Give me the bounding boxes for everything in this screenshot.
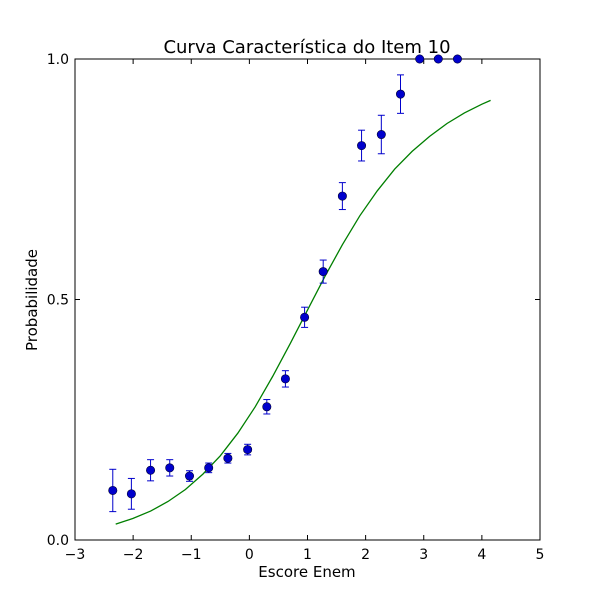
data-point	[262, 402, 272, 412]
x-tick-label: 5	[536, 547, 545, 563]
data-point	[337, 191, 347, 201]
x-axis-label: Escore Enem	[258, 563, 355, 581]
data-point	[376, 130, 386, 140]
x-tick-label: 4	[477, 547, 486, 563]
data-point	[108, 485, 118, 495]
x-tick-label: 1	[303, 547, 312, 563]
data-point	[204, 463, 214, 473]
data-point	[146, 465, 156, 475]
data-point	[433, 54, 443, 64]
y-tick-label: 1.0	[47, 52, 69, 68]
x-axis-ticks: −3 −2 −1 0 1 2 3 4 5	[65, 59, 545, 563]
y-axis-label: Probabilidade	[23, 249, 41, 351]
data-point	[395, 89, 405, 99]
x-tick-label: 2	[361, 547, 370, 563]
y-axis-ticks: 0.0 0.5 1.0	[47, 52, 540, 549]
data-point	[223, 453, 233, 463]
x-tick-label: −3	[65, 547, 86, 563]
plot-area	[74, 58, 541, 541]
data-point	[357, 141, 367, 151]
data-point	[280, 374, 290, 384]
x-tick-label: 3	[419, 547, 428, 563]
fitted-curve-line	[115, 99, 491, 525]
x-tick-label: −1	[181, 547, 202, 563]
data-point	[165, 463, 175, 473]
y-tick-label: 0.5	[47, 293, 69, 309]
observed-points-layer	[108, 54, 462, 513]
data-point	[126, 489, 136, 499]
x-tick-label: −2	[123, 547, 144, 563]
data-point	[185, 471, 195, 481]
data-point	[452, 54, 462, 64]
fitted-curve-layer	[115, 99, 491, 525]
data-point	[300, 312, 310, 322]
data-point	[318, 267, 328, 277]
x-tick-label: 0	[245, 547, 254, 563]
data-point	[415, 54, 425, 64]
chart-title: Curva Característica do Item 10	[163, 37, 450, 58]
y-tick-label: 0.0	[47, 533, 69, 549]
data-point	[243, 445, 253, 455]
